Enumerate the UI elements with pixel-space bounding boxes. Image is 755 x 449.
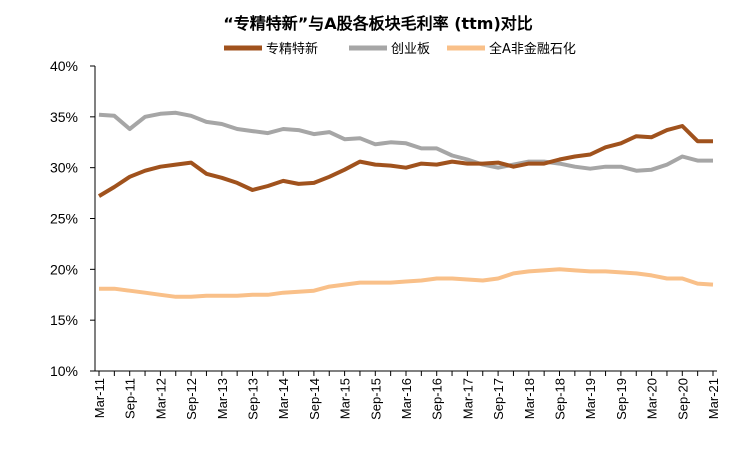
x-tick-label: Mar-21 xyxy=(706,378,721,419)
x-tick-label: Mar-14 xyxy=(276,378,291,419)
x-axis: Mar-11 Sep-11 Mar-12 Sep-12 Mar-13 Sep-13 Mar-… xyxy=(92,370,721,420)
legend-label: 专精特新 xyxy=(266,41,318,57)
series-line-3 xyxy=(99,267,714,299)
y-tick-label: 35% xyxy=(50,109,78,125)
x-tick-label: Mar-19 xyxy=(583,378,598,419)
y-tick-label: 30% xyxy=(50,160,78,176)
y-tick-label: 15% xyxy=(50,312,78,328)
y-tick-label: 25% xyxy=(50,211,78,227)
x-tick-label: Mar-12 xyxy=(153,378,168,419)
x-tick-label: Mar-17 xyxy=(460,378,475,419)
x-tick-label: Mar-11 xyxy=(92,378,107,418)
legend: 专精特新 创业板 全A非金融石化 xyxy=(224,41,576,57)
series-line-1 xyxy=(97,124,713,198)
x-tick-label: Sep-17 xyxy=(491,378,506,420)
x-tick-label: Sep-18 xyxy=(553,378,568,420)
y-tick-label: 40% xyxy=(50,58,78,74)
series-line-2 xyxy=(98,110,713,173)
x-tick-label: Mar-16 xyxy=(399,378,414,419)
legend-label: 创业板 xyxy=(391,42,430,57)
x-tick-label: Mar-20 xyxy=(645,378,660,419)
x-tick-label: Sep-13 xyxy=(246,378,261,420)
x-tick-label: Sep-19 xyxy=(614,378,629,420)
legend-label: 全A非金融石化 xyxy=(489,41,576,57)
x-tick-label: Mar-18 xyxy=(522,378,537,419)
x-tick-label: Mar-13 xyxy=(215,378,230,419)
x-tick-label: Sep-12 xyxy=(184,378,199,420)
x-tick-label: Sep-20 xyxy=(675,378,690,420)
y-tick-label: 10% xyxy=(50,363,78,379)
x-tick-label: Sep-11 xyxy=(123,378,138,419)
y-axis: 40% 35% 30% 25% 20% 15% 10% xyxy=(50,58,96,379)
x-tick-label: Mar-15 xyxy=(338,378,353,419)
chart-title: “专精特新”与A股各板块毛利率 (ttm)对比 xyxy=(223,14,533,33)
x-tick-label: Sep-16 xyxy=(430,378,445,420)
series-group xyxy=(97,110,714,299)
y-tick-label: 20% xyxy=(50,261,78,277)
x-tick-label: Sep-15 xyxy=(368,378,383,420)
x-tick-label: Sep-14 xyxy=(307,378,322,420)
